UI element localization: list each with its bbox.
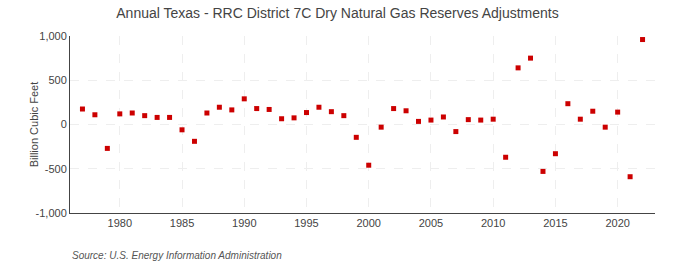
svg-text:2020: 2020: [605, 217, 629, 229]
svg-text:500: 500: [48, 74, 66, 86]
svg-text:1990: 1990: [232, 217, 256, 229]
svg-text:Billion Cubic Feet: Billion Cubic Feet: [28, 82, 40, 168]
svg-text:2000: 2000: [356, 217, 380, 229]
svg-text:Annual Texas - RRC District 7C: Annual Texas - RRC District 7C Dry Natur…: [116, 5, 558, 21]
svg-text:0: 0: [61, 118, 67, 130]
svg-text:2005: 2005: [419, 217, 443, 229]
svg-text:Source: U.S. Energy Informatio: Source: U.S. Energy Information Administ…: [72, 250, 282, 261]
svg-text:1995: 1995: [294, 217, 318, 229]
svg-text:-500: -500: [45, 163, 67, 175]
svg-text:2010: 2010: [481, 217, 505, 229]
svg-text:2015: 2015: [543, 217, 567, 229]
svg-text:1980: 1980: [108, 217, 132, 229]
svg-text:1985: 1985: [170, 217, 194, 229]
svg-text:1,000: 1,000: [39, 30, 67, 42]
svg-text:-1,000: -1,000: [36, 207, 67, 219]
